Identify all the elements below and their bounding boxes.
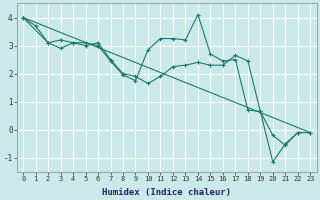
X-axis label: Humidex (Indice chaleur): Humidex (Indice chaleur) <box>102 188 231 197</box>
